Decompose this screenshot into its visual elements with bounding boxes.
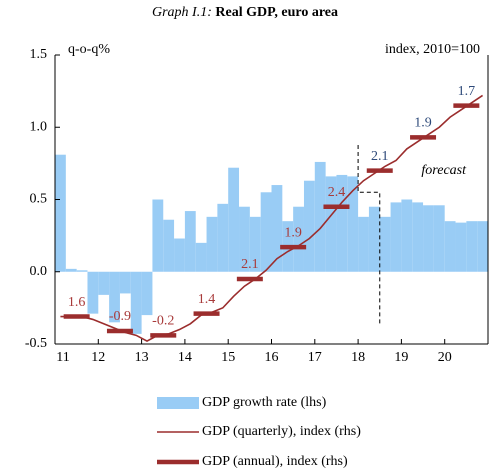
- bar: [249, 216, 261, 272]
- y2-axis-label: index, 2010=100: [385, 42, 480, 57]
- bar: [444, 221, 456, 272]
- bar: [314, 161, 326, 272]
- bar: [195, 242, 207, 272]
- x-tick-label: 15: [221, 350, 235, 365]
- y-tick-label: 1.5: [30, 47, 48, 62]
- legend-label: GDP growth rate (lhs): [202, 395, 327, 410]
- chart-title: Graph I.1: Real GDP, euro area: [152, 5, 338, 20]
- y-tick-label: 0.5: [30, 192, 48, 207]
- bar: [466, 221, 478, 272]
- bar: [184, 211, 196, 272]
- bar: [260, 192, 272, 272]
- bar: [325, 176, 337, 272]
- bar: [477, 221, 488, 272]
- y-tick-label: 0.0: [30, 264, 48, 279]
- y-axis-label: q-o-q%: [68, 42, 110, 57]
- bar: [87, 271, 99, 314]
- growth-label: 2.1: [371, 149, 389, 164]
- bar: [65, 268, 77, 272]
- bar: [239, 206, 250, 272]
- growth-label: -0.2: [152, 314, 174, 329]
- x-tick-label: 19: [394, 350, 408, 365]
- bar: [217, 203, 229, 272]
- bar: [174, 238, 185, 272]
- growth-label: 2.1: [241, 257, 259, 272]
- x-tick-label: 17: [308, 350, 322, 365]
- bar: [109, 271, 120, 323]
- bar: [206, 216, 218, 272]
- bar: [401, 199, 413, 272]
- bar: [163, 219, 175, 272]
- x-tick-label: 18: [351, 350, 365, 365]
- bar: [358, 216, 369, 272]
- bar: [55, 154, 66, 272]
- bar: [76, 270, 88, 272]
- bar: [228, 167, 240, 272]
- bar: [412, 202, 424, 272]
- bar: [141, 271, 153, 316]
- growth-label: 1.7: [458, 84, 476, 99]
- bar: [379, 216, 391, 272]
- bar: [368, 206, 380, 272]
- bar: [390, 202, 402, 272]
- bar: [98, 271, 110, 295]
- bar: [336, 174, 348, 272]
- forecast-annotation: forecast: [421, 163, 467, 178]
- bar: [130, 271, 142, 334]
- y-tick-label: -0.5: [25, 336, 47, 351]
- bar: [119, 271, 131, 294]
- bar: [347, 176, 359, 272]
- growth-label: 1.4: [198, 292, 216, 307]
- bar: [303, 180, 315, 272]
- title-prefix: Graph I.1:: [152, 5, 212, 20]
- bar: [152, 199, 164, 272]
- y-tick-label: 1.0: [30, 119, 48, 134]
- x-tick-label: 13: [135, 350, 149, 365]
- bar: [271, 185, 283, 272]
- forecast-divider: [357, 145, 381, 325]
- legend-swatch: [157, 397, 199, 409]
- growth-label: 1.9: [414, 116, 432, 131]
- x-tick-label: 12: [91, 350, 105, 365]
- bar: [455, 222, 467, 272]
- quarterly-line: [60, 94, 484, 343]
- bar: [293, 206, 304, 272]
- x-tick-label: 16: [265, 350, 279, 365]
- title-main: Real GDP, euro area: [215, 5, 338, 20]
- growth-label: 1.6: [68, 295, 86, 310]
- bar: [433, 205, 445, 272]
- bar: [423, 205, 434, 272]
- x-tick-label: 20: [438, 350, 452, 365]
- growth-label: 1.9: [284, 225, 302, 240]
- x-tick-label: 14: [178, 350, 192, 365]
- growth-label: -0.9: [109, 309, 131, 324]
- growth-label: 2.4: [328, 185, 346, 200]
- x-tick-label: 11: [56, 350, 69, 365]
- legend-label: GDP (annual), index (rhs): [202, 454, 348, 469]
- legend-label: GDP (quarterly), index (rhs): [202, 424, 361, 439]
